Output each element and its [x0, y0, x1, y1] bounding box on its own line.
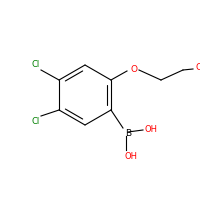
Text: OH: OH	[145, 126, 158, 134]
Text: Cl: Cl	[32, 117, 40, 126]
Text: OH: OH	[125, 152, 138, 161]
Text: Cl: Cl	[32, 60, 40, 69]
Text: O: O	[196, 64, 200, 72]
Text: O: O	[131, 66, 138, 74]
Text: B: B	[125, 129, 131, 138]
